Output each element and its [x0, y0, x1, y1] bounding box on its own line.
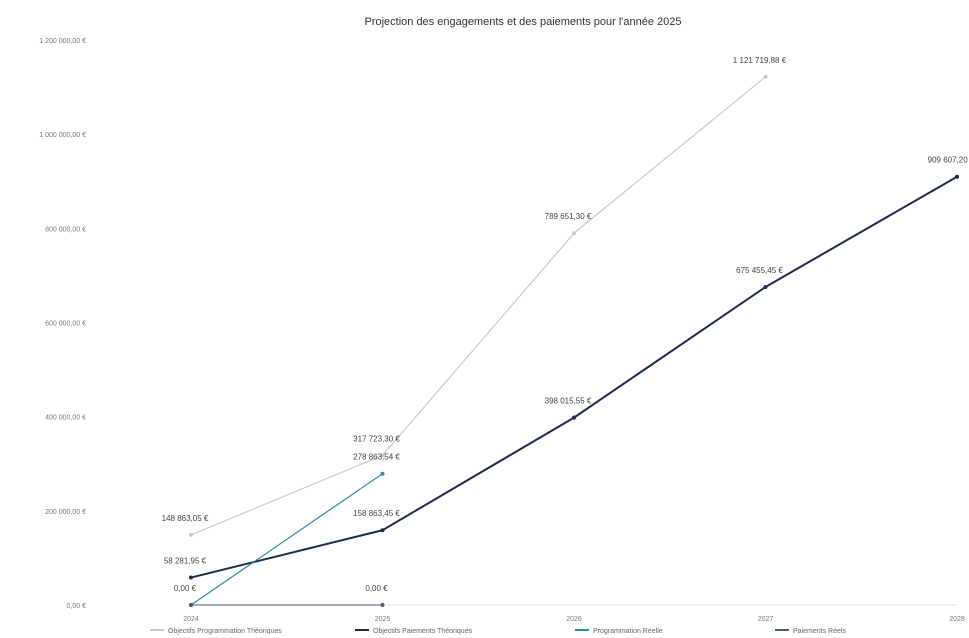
data-label: 789 651,30 €: [545, 212, 592, 221]
data-point: [955, 174, 959, 179]
legend-label: Paiements Réels: [793, 628, 846, 635]
series-line: [190, 175, 958, 579]
legend-item: Paiements Réels: [775, 628, 846, 635]
x-tick-label: 2028: [949, 616, 965, 623]
data-label: 398 015,55 €: [545, 397, 592, 406]
legend-item: Objectifs Paiements Théoriques: [355, 628, 473, 635]
data-label: 158 863,45 €: [353, 509, 400, 518]
series-line: [190, 76, 766, 536]
x-tick-label: 2024: [183, 616, 199, 623]
data-label: 675 455,45 €: [736, 266, 783, 275]
legend-label: Programmation Réelle: [593, 628, 663, 635]
y-tick-label: 400 000,00 €: [45, 415, 86, 422]
data-point: [380, 528, 385, 533]
y-tick-label: 600 000,00 €: [45, 321, 86, 328]
data-point: [189, 603, 193, 607]
y-tick-label: 1 200 000,00 €: [39, 38, 86, 45]
data-label: 909 607,20 €: [928, 156, 969, 165]
y-tick-label: 1 000 000,00 €: [39, 132, 86, 139]
data-point: [763, 74, 768, 79]
data-label: 0,00 €: [174, 584, 197, 593]
legend-item: Programmation Réelle: [575, 628, 663, 635]
data-label: 317 723,30 €: [353, 434, 400, 443]
data-point: [380, 603, 385, 607]
y-axis-labels: 0,00 € 200 000,00 € 400 000,00 € 600 000,00…: [39, 38, 86, 610]
data-point: [572, 415, 576, 420]
data-point: [572, 231, 576, 236]
legend-label: Objectifs Paiements Théoriques: [373, 628, 473, 635]
data-point: [189, 532, 193, 537]
series-line: [190, 473, 383, 606]
data-label: 1 121 719,88 €: [733, 56, 787, 65]
data-point: [380, 471, 385, 476]
data-point: [189, 575, 193, 580]
y-tick-label: 800 000,00 €: [45, 226, 86, 233]
data-label: 148 863,05 €: [162, 514, 209, 523]
data-label: 58 281,95 €: [164, 557, 207, 566]
y-tick-label: 0,00 €: [67, 603, 87, 610]
data-labels: 148 863,05 € 317 723,30 € 789 651,30 € 1 12…: [162, 56, 969, 593]
x-tick-label: 2027: [758, 616, 774, 623]
x-axis: 2024 2025 2026 2027 2028: [183, 604, 965, 623]
data-point: [380, 453, 385, 458]
legend-label: Objectifs Programmation Théoriques: [168, 628, 282, 635]
y-tick-label: 200 000,00 €: [45, 509, 86, 516]
series-layer: [189, 74, 959, 607]
x-tick-label: 2026: [566, 616, 582, 623]
data-point: [763, 284, 768, 289]
x-tick-label: 2025: [375, 616, 391, 623]
legend: Objectifs Programmation Théoriques Object…: [150, 628, 846, 635]
data-label: 0,00 €: [365, 584, 388, 593]
legend-item: Objectifs Programmation Théoriques: [150, 628, 282, 635]
data-label: 278 863,54 €: [353, 453, 400, 462]
chart-title: Projection des engagements et des paieme…: [364, 16, 681, 28]
